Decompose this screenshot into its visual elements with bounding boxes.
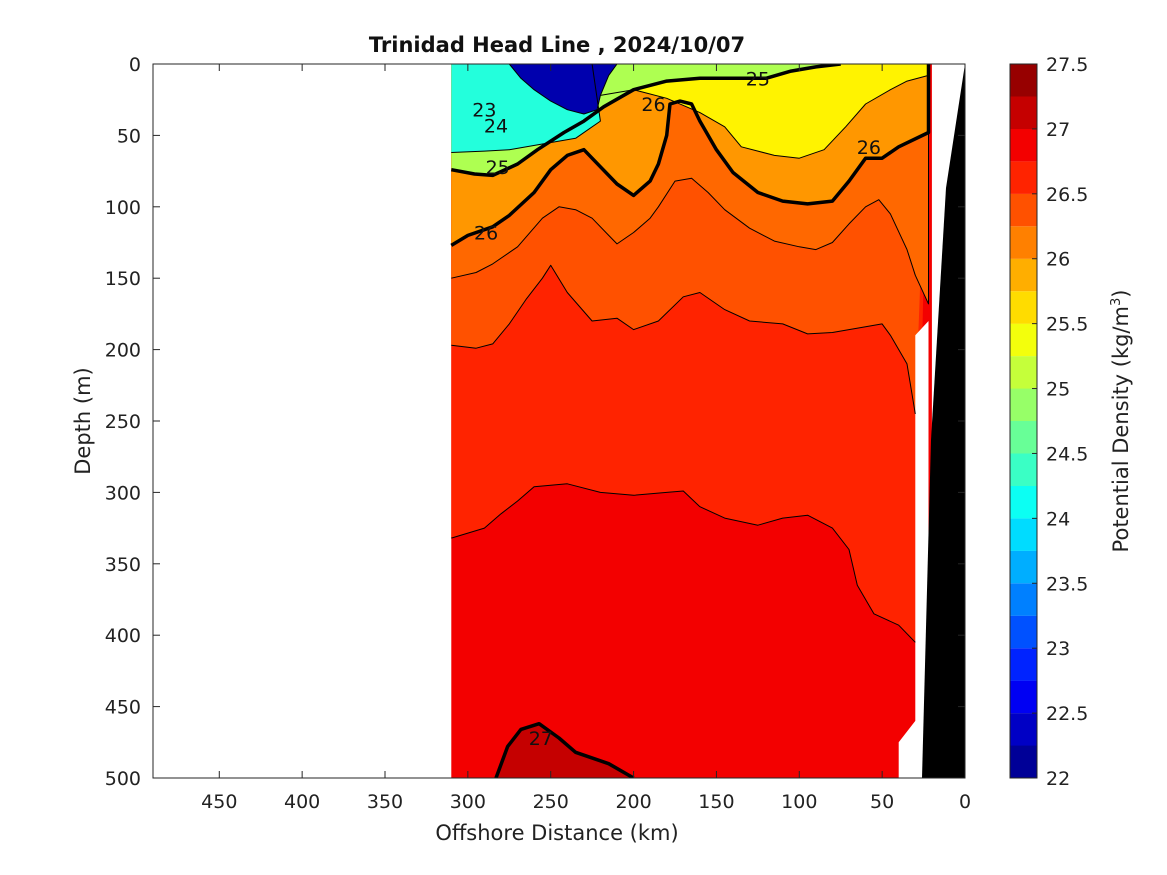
no-data-notch — [898, 321, 929, 778]
colorbar-band — [1010, 323, 1037, 357]
y-tick-label: 450 — [105, 697, 141, 719]
colorbar-tick-label: 24 — [1046, 508, 1070, 530]
contour-line — [450, 64, 931, 247]
contour-lines — [450, 64, 931, 778]
contour-line — [451, 483, 916, 643]
y-tick-label: 300 — [105, 482, 141, 504]
colorbar-tick-label: 24.5 — [1046, 443, 1088, 465]
y-tick-label: 250 — [105, 411, 141, 433]
x-tick-label: 50 — [870, 791, 894, 813]
colorbar-tick-label: 23 — [1046, 638, 1070, 660]
colorbar-band — [1010, 356, 1037, 389]
colorbar-band — [1010, 745, 1037, 778]
x-axis-ticks: 450 400 350 300 250 200 150 100 50 0 — [201, 64, 971, 813]
colorbar-bands — [1010, 64, 1037, 778]
colorbar-band — [1010, 161, 1037, 194]
colorbar-band — [1010, 128, 1037, 162]
y-axis-ticks: 0 50 100 150 200 250 300 350 400 450 500 — [105, 54, 965, 790]
contour-line — [484, 64, 618, 115]
colorbar-band — [1010, 64, 1037, 97]
x-tick-label: 150 — [698, 791, 734, 813]
colorbar-label-superscript: 3 — [1109, 298, 1124, 306]
x-tick-label: 0 — [959, 791, 971, 813]
contour-label: 23 — [472, 100, 496, 122]
colorbar-band — [1010, 583, 1037, 616]
colorbar-band — [1010, 485, 1037, 519]
y-tick-label: 150 — [105, 268, 141, 290]
contour-label: 24 — [484, 115, 508, 137]
colorbar-ticks: 27.5 27 26.5 26 25.5 25 24.5 24 23.5 23 22.5 22 — [1032, 54, 1088, 790]
colorbar-tick-label: 26 — [1046, 249, 1070, 271]
colorbar-label-text: Potential Density (kg/m — [1109, 306, 1133, 552]
colorbar-tick-label: 22.5 — [1046, 703, 1088, 725]
colorbar-band — [1010, 680, 1037, 714]
contour-line — [451, 264, 916, 414]
contour-line — [494, 721, 635, 778]
colorbar-tick-label: 25.5 — [1046, 314, 1088, 336]
colorbar-label: Potential Density (kg/m3) — [1109, 290, 1133, 553]
colorbar-tick-label: 22 — [1046, 768, 1070, 790]
colorbar-frame — [1009, 63, 1038, 779]
y-tick-label: 100 — [105, 197, 141, 219]
y-tick-label: 500 — [105, 768, 141, 790]
colorbar-band — [1010, 226, 1037, 259]
colorbar-tick-label: 25 — [1046, 379, 1070, 401]
colorbar-band — [1010, 518, 1037, 551]
x-tick-label: 300 — [450, 791, 486, 813]
contour-line — [450, 64, 841, 178]
density-fill — [600, 64, 929, 159]
colorbar-band — [1010, 193, 1037, 227]
contour-label: 25 — [486, 157, 510, 179]
y-tick-label: 50 — [117, 125, 141, 147]
colorbar-band — [1010, 421, 1037, 454]
x-tick-label: 450 — [201, 791, 237, 813]
colorbar-band — [1010, 388, 1037, 421]
density-fill — [451, 64, 617, 114]
contour-line — [451, 64, 929, 305]
colorbar-band — [1010, 258, 1037, 292]
y-tick-label: 350 — [105, 554, 141, 576]
y-tick-label: 400 — [105, 625, 141, 647]
colorbar-tick-label: 26.5 — [1046, 184, 1088, 206]
colorbar-band — [1010, 648, 1037, 681]
colorbar-tick-label: 23.5 — [1046, 573, 1088, 595]
y-axis-label: Depth (m) — [71, 367, 95, 474]
colorbar-tick-label: 27 — [1046, 119, 1070, 141]
density-fill — [496, 723, 634, 778]
colorbar-band — [1010, 291, 1037, 324]
colorbar-band — [1010, 550, 1037, 584]
x-tick-label: 100 — [781, 791, 817, 813]
y-tick-label: 200 — [105, 340, 141, 362]
contour-label: 26 — [641, 94, 665, 116]
x-tick-label: 400 — [284, 791, 320, 813]
x-axis-label: Offshore Distance (km) — [435, 821, 678, 845]
colorbar-tick-label: 27.5 — [1046, 54, 1088, 76]
colorbar-label-suffix: ) — [1109, 290, 1133, 298]
contour-label: 26 — [474, 223, 498, 245]
x-tick-label: 350 — [367, 791, 403, 813]
colorbar-band — [1010, 453, 1037, 486]
contour-label: 27 — [529, 728, 553, 750]
chart-title: Trinidad Head Line , 2024/10/07 — [369, 33, 745, 57]
bathymetry — [922, 64, 965, 778]
x-tick-label: 200 — [615, 791, 651, 813]
contour-label: 26 — [857, 137, 881, 159]
colorbar-band — [1010, 615, 1037, 649]
y-tick-label: 0 — [129, 54, 141, 76]
colorbar-band — [1010, 713, 1037, 746]
contour-line — [451, 64, 601, 153]
colorbar-band — [1010, 96, 1037, 129]
contour-fills — [451, 64, 932, 778]
contour-label: 25 — [746, 68, 770, 90]
colorbar: 27.5 27 26.5 26 25.5 25 24.5 24 23.5 23 22.5 22 Pot… — [1009, 54, 1133, 790]
x-tick-label: 250 — [533, 791, 569, 813]
